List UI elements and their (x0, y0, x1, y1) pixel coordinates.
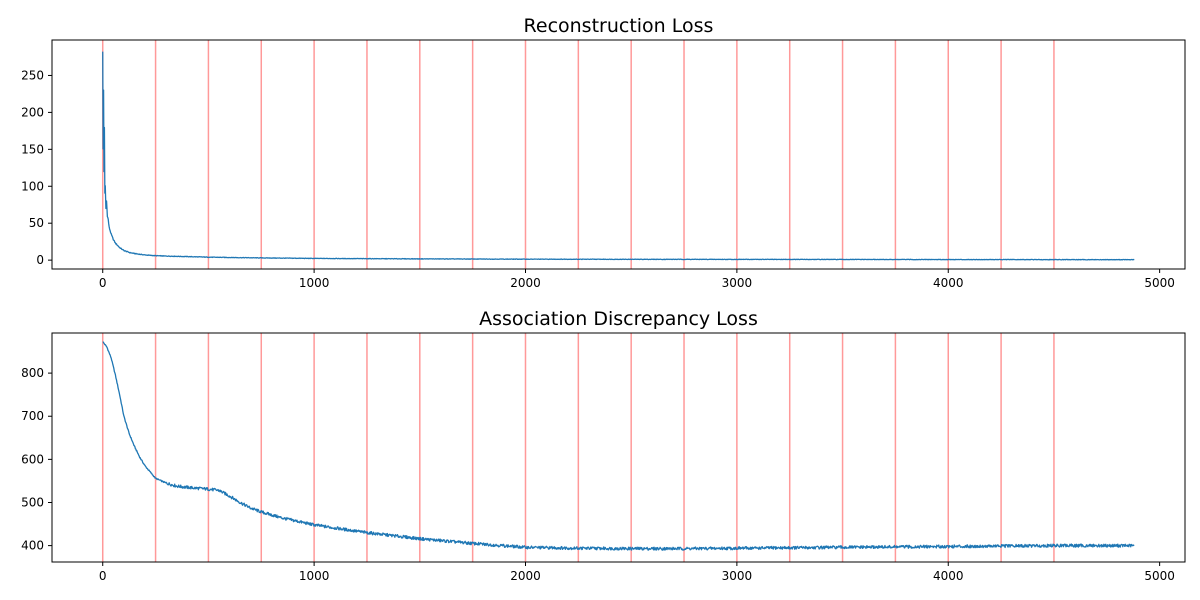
x-tick-label: 2000 (510, 569, 541, 583)
y-tick-label: 700 (21, 409, 44, 423)
x-tick-label: 0 (99, 276, 107, 290)
y-tick-label: 500 (21, 495, 44, 509)
x-tick-label: 2000 (510, 276, 541, 290)
chart-title: Association Discrepancy Loss (479, 308, 758, 330)
x-tick-label: 5000 (1144, 569, 1175, 583)
loss-series-line (102, 51, 1135, 261)
x-tick-label: 1000 (299, 276, 330, 290)
chart-title: Reconstruction Loss (524, 15, 714, 37)
y-tick-label: 50 (29, 216, 44, 230)
x-tick-label: 3000 (722, 276, 753, 290)
y-tick-label: 400 (21, 539, 44, 553)
y-tick-label: 150 (21, 142, 44, 156)
x-tick-label: 1000 (299, 569, 330, 583)
loss-series-line (102, 341, 1135, 551)
x-tick-label: 3000 (722, 569, 753, 583)
x-tick-label: 0 (99, 569, 107, 583)
plot-frame (51, 332, 1186, 563)
y-tick-label: 100 (21, 179, 44, 193)
y-tick-label: 600 (21, 452, 44, 466)
y-tick-label: 250 (21, 68, 44, 82)
x-tick-label: 5000 (1144, 276, 1175, 290)
y-tick-label: 0 (36, 253, 44, 267)
association-discrepancy-loss-chart: Association Discrepancy Loss 0 1000 2000 300… (21, 308, 1186, 583)
x-tick-label: 4000 (933, 569, 964, 583)
x-tick-label: 4000 (933, 276, 964, 290)
y-tick-label: 800 (21, 366, 44, 380)
y-tick-label: 200 (21, 105, 44, 119)
plot-frame (51, 39, 1186, 270)
